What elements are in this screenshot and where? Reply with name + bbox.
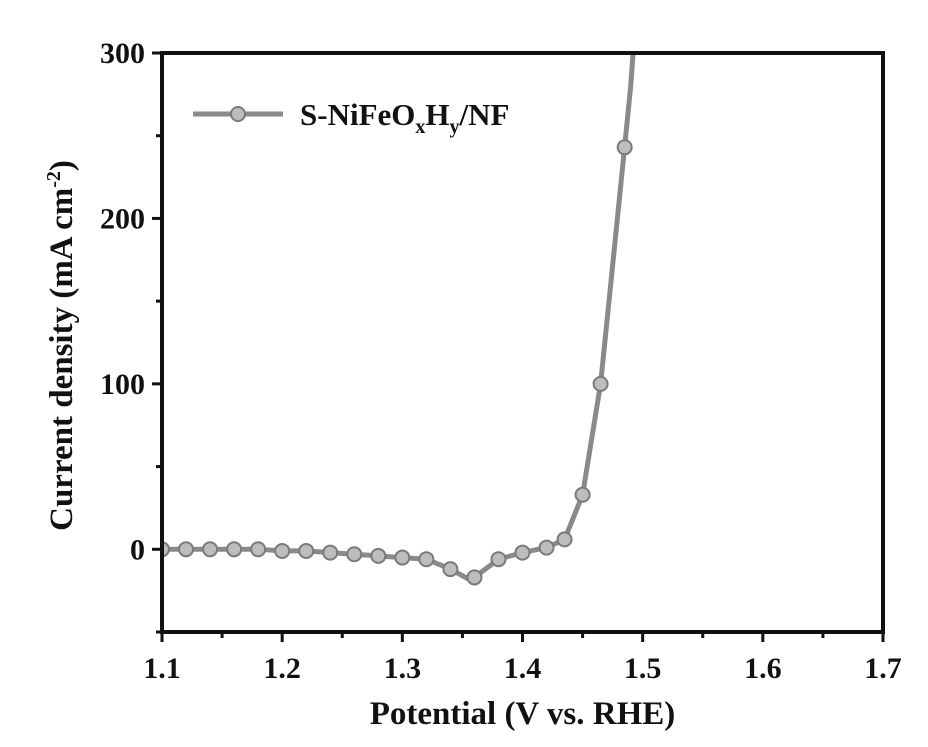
data-point xyxy=(618,140,632,154)
legend-label-subscript: y xyxy=(450,116,460,138)
data-point xyxy=(491,552,505,566)
data-point xyxy=(443,562,457,576)
legend-marker-sample xyxy=(231,107,245,121)
data-point xyxy=(347,547,361,561)
y-tick-label: 0 xyxy=(130,533,145,566)
legend: S-NiFeOxHy/NF xyxy=(193,97,509,138)
x-tick-label: 1.6 xyxy=(744,652,782,685)
data-point xyxy=(419,552,433,566)
data-point xyxy=(395,551,409,565)
y-title-main: Current density (mA cm xyxy=(44,188,80,531)
x-tick-label: 1.3 xyxy=(384,652,422,685)
legend-label: S-NiFeOxHy/NF xyxy=(300,97,509,138)
x-tick-label: 1.7 xyxy=(864,652,902,685)
data-point xyxy=(558,532,572,546)
data-point xyxy=(275,544,289,558)
data-point xyxy=(179,542,193,556)
y-tick-label: 100 xyxy=(100,368,145,401)
legend-label-subscript: x xyxy=(415,116,425,138)
x-tick-label: 1.5 xyxy=(624,652,662,685)
data-point xyxy=(371,549,385,563)
data-point xyxy=(227,542,241,556)
axes-layer: 1.1 1.2 1.3 1.4 1.5 1.6 1.7 0 100 200 300 xyxy=(100,37,902,685)
data-point xyxy=(251,542,265,556)
data-point xyxy=(540,541,554,555)
x-tick-label: 1.1 xyxy=(143,652,181,685)
data-point xyxy=(299,544,313,558)
series-layer xyxy=(155,53,633,584)
x-tick-label: 1.2 xyxy=(263,652,301,685)
y-axis-title: Current density (mA cm-2) xyxy=(43,160,80,531)
y-title-suffix: ) xyxy=(44,160,80,171)
legend-label-part: S-NiFeO xyxy=(300,97,415,132)
data-point xyxy=(323,546,337,560)
y-tick-label: 200 xyxy=(100,202,145,235)
x-axis-title: Potential (V vs. RHE) xyxy=(370,696,676,732)
legend-label-part: /NF xyxy=(459,97,510,132)
data-point xyxy=(516,546,530,560)
data-point xyxy=(594,377,608,391)
data-point xyxy=(467,570,481,584)
y-title-superscript: -2 xyxy=(43,171,65,188)
legend-label-part: H xyxy=(425,97,449,132)
x-tick-label: 1.4 xyxy=(504,652,542,685)
data-point xyxy=(576,488,590,502)
y-tick-label: 300 xyxy=(100,37,145,70)
data-point xyxy=(203,542,217,556)
